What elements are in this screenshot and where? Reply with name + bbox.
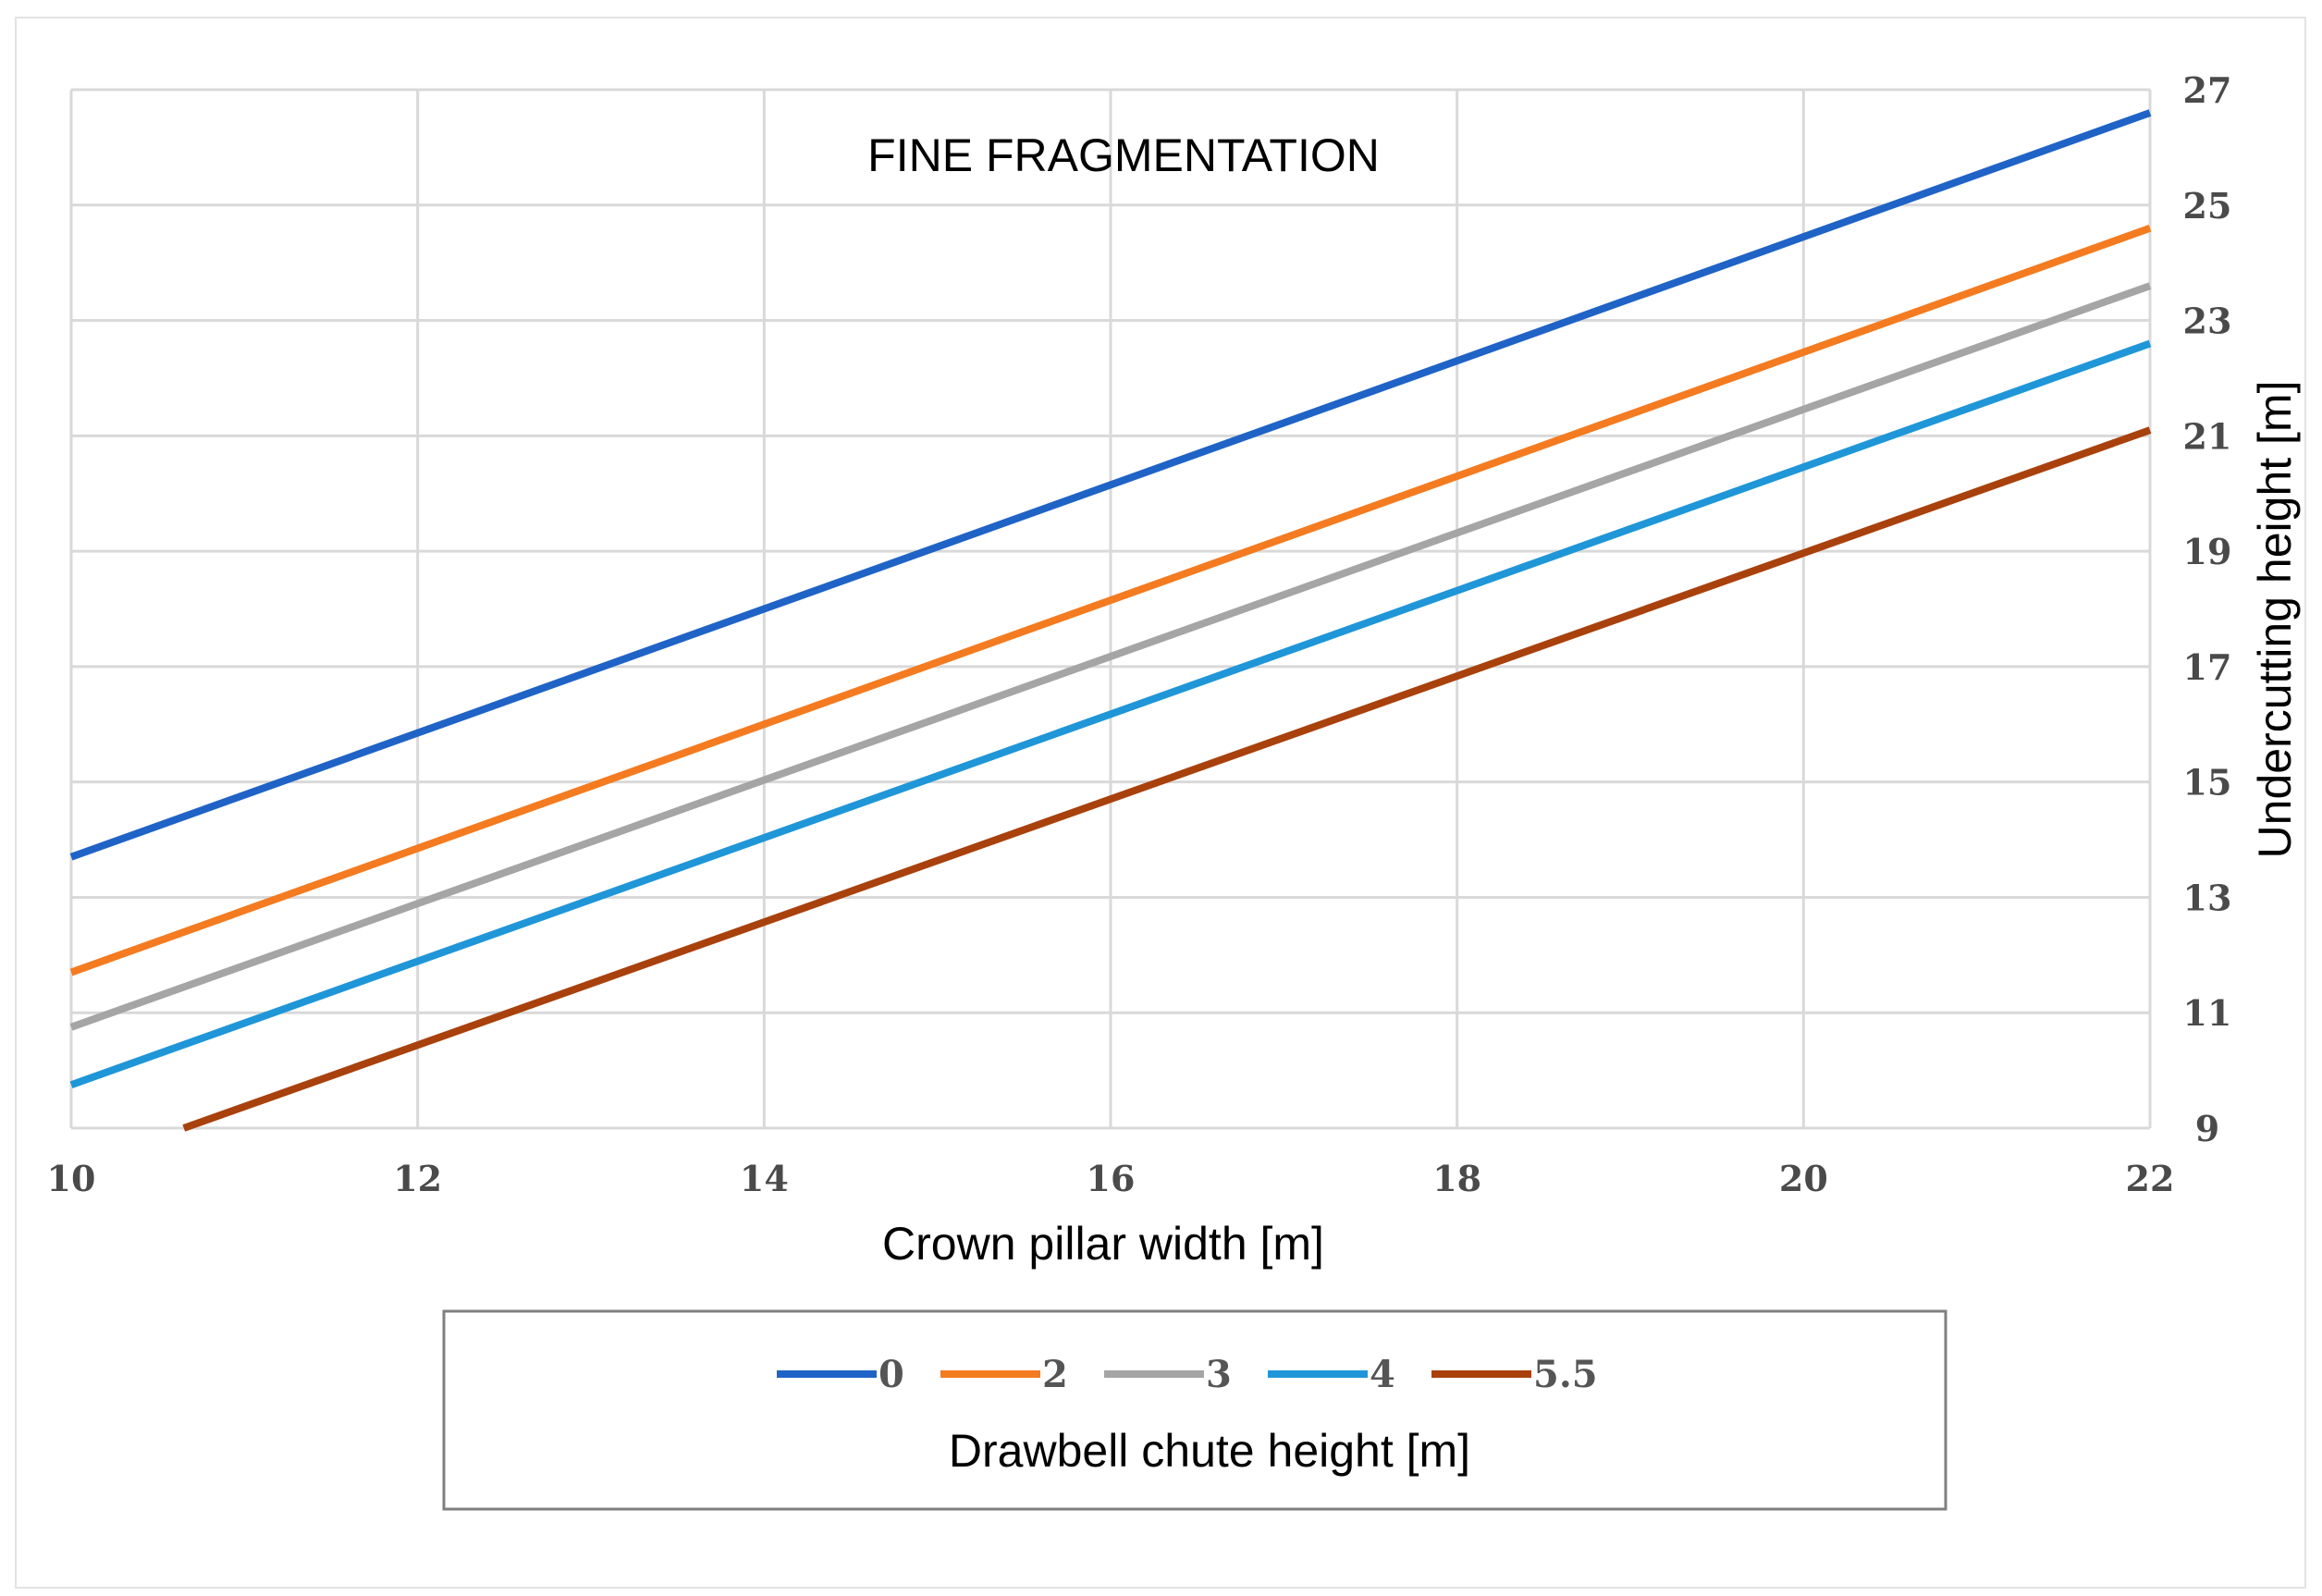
legend-label: 4	[1370, 1353, 1395, 1396]
y-tick-label: 11	[2183, 992, 2232, 1034]
x-axis-label: Crown pillar width [m]	[882, 1218, 1324, 1270]
legend: 0 2 3 4 5.5 Drawbell chute height [m]	[442, 1309, 1947, 1511]
legend-label: 3	[1206, 1353, 1232, 1396]
chart-title: FINE FRAGMENTATION	[867, 129, 1380, 181]
series-line-4	[69, 339, 2152, 1088]
y-tick-label: 27	[2183, 69, 2232, 111]
y-axis-label: Undercutting height [m]	[2249, 381, 2301, 859]
legend-box	[442, 1309, 1947, 1511]
y-tick-label: 19	[2183, 531, 2232, 572]
y-tick-label: 25	[2183, 185, 2232, 227]
series-line-5-5	[182, 426, 2152, 1132]
x-tick-label: 16	[1087, 1158, 1136, 1199]
legend-label: 0	[878, 1353, 904, 1396]
x-tick-label: 22	[2126, 1158, 2175, 1199]
y-tick-label: 15	[2183, 762, 2232, 804]
series-layer	[69, 109, 2152, 1132]
y-tick-label: 17	[2183, 646, 2232, 688]
legend-label: 2	[1042, 1353, 1068, 1396]
y-axis-ticks: 9 11 13 15 17 19 21 23 25 27	[2183, 69, 2232, 1149]
series-line-2	[69, 224, 2152, 976]
y-tick-label: 23	[2183, 301, 2232, 342]
legend-label: 5.5	[1533, 1353, 1598, 1396]
x-tick-label: 20	[1779, 1158, 1828, 1199]
grid	[69, 88, 2152, 1130]
x-tick-label: 14	[740, 1158, 789, 1199]
y-tick-label: 9	[2195, 1108, 2219, 1149]
x-axis-ticks: 10 12 14 16 18 20 22	[47, 1158, 2175, 1199]
x-tick-label: 12	[393, 1158, 442, 1199]
x-tick-label: 10	[47, 1158, 96, 1199]
legend-title: Drawbell chute height [m]	[949, 1425, 1470, 1477]
series-line-3	[69, 282, 2152, 1031]
x-tick-label: 18	[1432, 1158, 1481, 1199]
legend-items: 0 2 3 4 5.5	[777, 1353, 1598, 1396]
y-tick-label: 13	[2183, 877, 2232, 918]
series-line-0	[69, 109, 2152, 861]
y-tick-label: 21	[2183, 415, 2232, 457]
